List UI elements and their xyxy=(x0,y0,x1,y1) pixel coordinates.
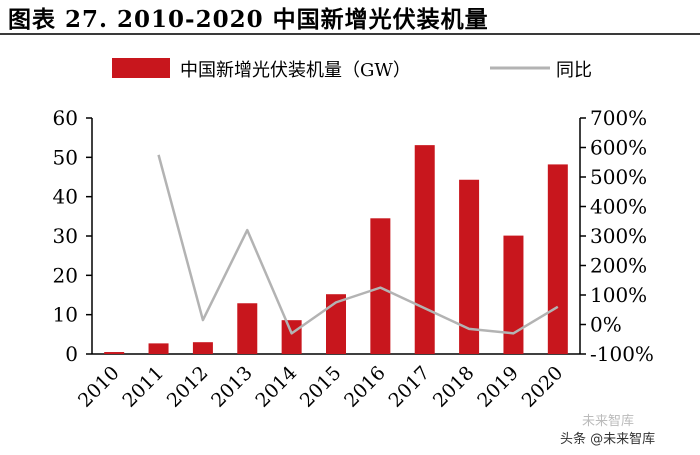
watermark-faint: 未来智库 xyxy=(582,414,635,429)
x-tick-label: 2013 xyxy=(207,362,257,412)
legend-label-bar: 中国新增光伏装机量（GW） xyxy=(180,60,411,81)
right-tick-label: -100% xyxy=(590,342,654,366)
left-tick-label: 20 xyxy=(53,263,78,287)
right-tick-label: 700% xyxy=(590,106,647,130)
left-tick-label: 50 xyxy=(53,145,78,169)
x-tick-label: 2020 xyxy=(518,362,568,412)
left-tick-label: 60 xyxy=(53,106,78,130)
right-tick-label: 0% xyxy=(590,313,622,337)
watermark: 头条 @未来智库 xyxy=(560,432,656,447)
yoy-line xyxy=(157,154,559,335)
right-tick-label: 400% xyxy=(590,195,647,219)
x-tick-label: 2016 xyxy=(340,362,390,412)
bar-2017 xyxy=(414,145,435,354)
right-tick-label: 200% xyxy=(590,254,647,278)
x-tick-label: 2010 xyxy=(74,362,124,412)
bar-2011 xyxy=(148,343,169,354)
x-tick-label: 2019 xyxy=(473,362,523,412)
bar-2015 xyxy=(326,294,346,354)
x-tick-label: 2017 xyxy=(385,362,435,412)
bar-2014 xyxy=(281,320,302,354)
legend-label-line: 同比 xyxy=(556,60,592,81)
left-tick-label: 0 xyxy=(65,342,78,366)
right-tick-label: 100% xyxy=(590,283,647,307)
title-underline xyxy=(0,33,700,35)
x-tick-label: 2018 xyxy=(429,362,479,412)
right-tick-label: 300% xyxy=(590,224,647,248)
x-tick-label: 2011 xyxy=(118,362,168,412)
legend-swatch-bar xyxy=(112,58,170,78)
left-tick-label: 30 xyxy=(53,224,78,248)
bar-2018 xyxy=(459,179,480,354)
bar-2013 xyxy=(237,303,258,354)
x-tick-label: 2012 xyxy=(163,362,213,412)
x-tick-label: 2015 xyxy=(296,362,346,412)
x-tick-label: 2014 xyxy=(251,362,301,412)
right-tick-label: 600% xyxy=(590,136,647,160)
bar-2010 xyxy=(104,352,125,354)
bar-2019 xyxy=(503,235,524,354)
left-tick-label: 40 xyxy=(53,185,78,209)
bar-2016 xyxy=(370,218,391,354)
right-tick-label: 500% xyxy=(590,165,647,189)
chart-title: 图表 27. 2010-2020 中国新增光伏装机量 xyxy=(8,6,489,33)
bar-2020 xyxy=(547,164,568,354)
left-tick-label: 10 xyxy=(53,303,78,327)
bar-2012 xyxy=(192,342,213,354)
